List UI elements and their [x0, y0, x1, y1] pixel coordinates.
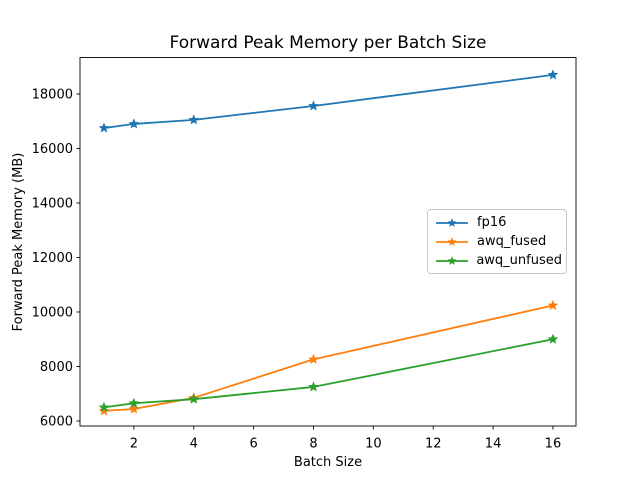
x-tick-label: 16 — [545, 437, 562, 452]
data-point-marker-fp16 — [98, 122, 110, 133]
y-tick-label: 10000 — [32, 305, 73, 320]
legend-line-sample — [436, 255, 468, 265]
x-tick-label: 6 — [249, 437, 257, 452]
x-tick-label: 2 — [130, 437, 138, 452]
y-tick-label: 8000 — [40, 360, 73, 375]
y-tick-label: 16000 — [32, 142, 73, 157]
data-point-marker-awq_unfused — [547, 333, 559, 344]
x-axis-label: Batch Size — [293, 455, 363, 470]
chart-title: Forward Peak Memory per Batch Size — [169, 33, 487, 53]
star-marker-icon — [447, 217, 457, 227]
legend-label: awq_unfused — [476, 253, 562, 268]
x-tick-label: 10 — [365, 437, 382, 452]
y-tick-label: 6000 — [40, 414, 73, 429]
y-tick-label: 14000 — [32, 196, 73, 211]
data-point-marker-fp16 — [128, 118, 140, 129]
legend-line-sample — [436, 236, 468, 246]
y-tick-label: 18000 — [32, 87, 73, 102]
data-point-marker-awq_fused — [128, 403, 140, 414]
data-point-marker-awq_unfused — [128, 397, 140, 408]
data-point-marker-awq_fused — [308, 353, 319, 364]
x-tick-label: 14 — [485, 437, 502, 452]
series-line-awq_unfused — [103, 338, 554, 409]
legend-entry: awq_unfused — [435, 252, 562, 269]
legend-entry: awq_fused — [435, 233, 562, 250]
legend-label: fp16 — [477, 215, 507, 230]
data-point-marker-awq_fused — [547, 299, 559, 310]
x-tick-label: 8 — [309, 437, 317, 452]
data-point-marker-awq_unfused — [98, 401, 110, 412]
axes-frame — [79, 57, 577, 427]
legend-box: fp16 awq_fused awq_unfused — [427, 209, 567, 274]
data-point-marker-fp16 — [547, 69, 559, 80]
data-point-marker-fp16 — [308, 100, 319, 111]
x-tick-label: 12 — [425, 437, 442, 452]
star-marker-icon — [447, 255, 457, 265]
data-point-marker-awq_unfused — [188, 393, 200, 404]
data-point-marker-fp16 — [188, 114, 200, 125]
y-axis-label: Forward Peak Memory (MB) — [11, 152, 26, 332]
x-tick-label: 4 — [190, 437, 198, 452]
legend-line-sample — [436, 217, 468, 227]
y-tick-label: 12000 — [32, 251, 73, 266]
series-line-fp16 — [103, 74, 554, 129]
star-marker-icon — [447, 236, 457, 246]
data-point-marker-awq_fused — [98, 405, 110, 416]
series-line-awq_fused — [103, 304, 554, 412]
legend-entry: fp16 — [435, 214, 562, 231]
legend-label: awq_fused — [477, 234, 547, 249]
data-point-marker-awq_unfused — [308, 381, 319, 392]
